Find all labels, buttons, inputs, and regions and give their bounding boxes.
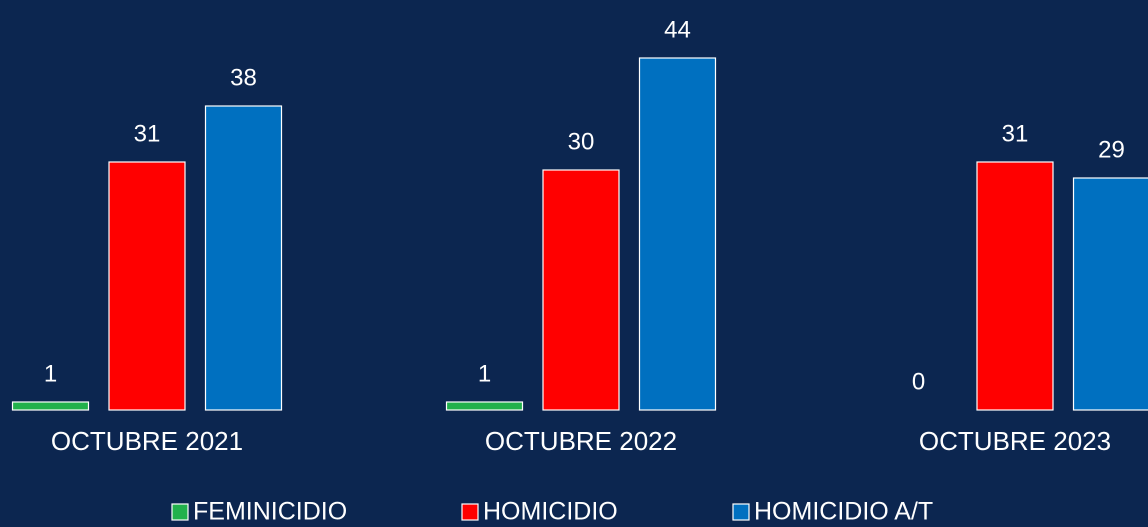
- x-tick-label: OCTUBRE 2021: [51, 426, 243, 456]
- data-label: 29: [1098, 136, 1125, 163]
- data-label: 1: [44, 360, 57, 387]
- bar: [1072, 177, 1148, 411]
- legend-label: HOMICIDIO A/T: [754, 498, 933, 526]
- data-label: 30: [568, 128, 595, 155]
- x-tick-label: OCTUBRE 2023: [919, 426, 1111, 456]
- x-tick-label: OCTUBRE 2022: [485, 426, 677, 456]
- bar: [204, 105, 283, 411]
- bar: [638, 57, 717, 411]
- data-label: 38: [230, 64, 257, 91]
- bar: [976, 161, 1054, 411]
- data-label: 1: [478, 360, 491, 387]
- data-label: 0: [912, 368, 925, 395]
- legend-swatch: [461, 503, 479, 521]
- data-label: 44: [664, 16, 691, 43]
- bar: [11, 401, 90, 411]
- legend-label: FEMINICIDIO: [193, 498, 347, 526]
- bar: [445, 401, 524, 411]
- bar: [108, 161, 186, 411]
- legend-swatch: [171, 503, 189, 521]
- bar: [542, 169, 620, 411]
- legend-label: HOMICIDIO: [483, 498, 618, 526]
- data-label: 31: [1002, 120, 1029, 147]
- legend-swatch: [732, 503, 750, 521]
- data-label: 31: [134, 120, 161, 147]
